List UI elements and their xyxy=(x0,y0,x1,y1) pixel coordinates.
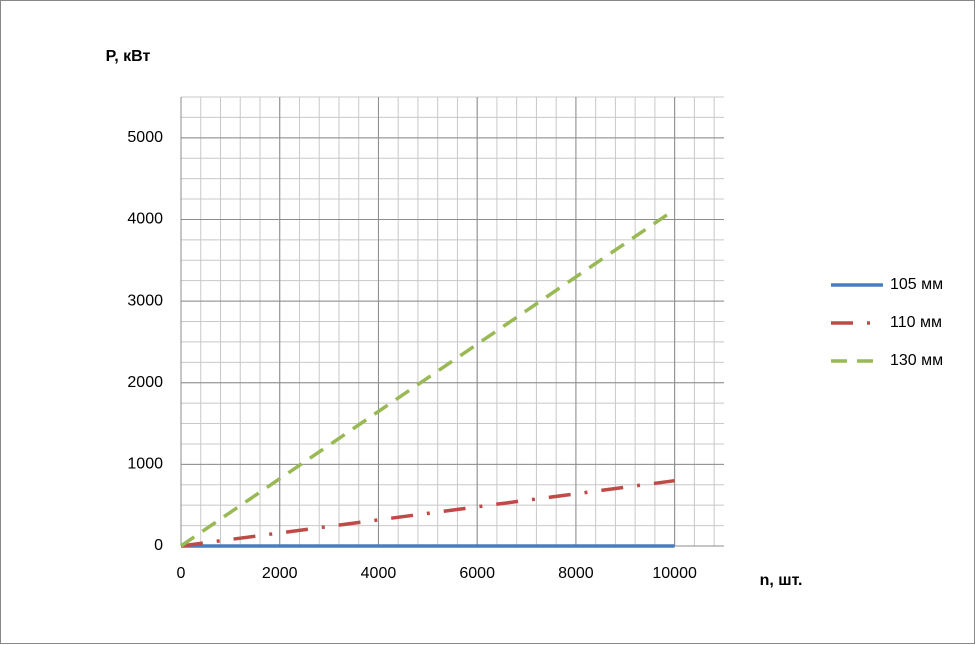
y-tick-label: 2000 xyxy=(127,374,163,391)
y-tick-label: 4000 xyxy=(127,211,163,228)
x-axis-label: n, шт. xyxy=(760,572,803,589)
legend-label: 110 мм xyxy=(890,314,942,331)
x-tick-label: 4000 xyxy=(361,565,397,582)
x-tick-label: 8000 xyxy=(558,565,594,582)
y-tick-label: 1000 xyxy=(127,456,163,473)
y-tick-label: 0 xyxy=(154,537,163,554)
y-tick-label: 5000 xyxy=(127,129,163,146)
series-line xyxy=(180,478,675,548)
legend-label: 130 мм xyxy=(890,352,943,369)
x-tick-label: 10000 xyxy=(652,565,697,582)
series-line xyxy=(180,208,676,548)
x-tick-label: 0 xyxy=(177,565,186,582)
x-tick-label: 6000 xyxy=(459,565,495,582)
y-axis-label: P, кВт xyxy=(106,48,151,65)
y-tick-label: 3000 xyxy=(127,292,163,309)
legend-label: 105 мм xyxy=(890,276,943,293)
x-tick-label: 2000 xyxy=(262,565,298,582)
